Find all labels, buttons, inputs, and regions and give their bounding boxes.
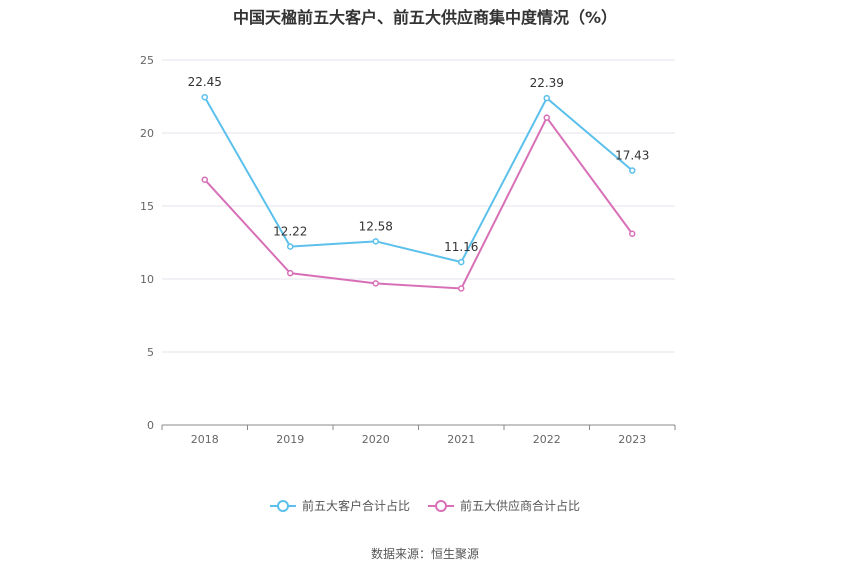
data-point — [458, 285, 465, 292]
series-line-1 — [203, 96, 633, 264]
x-tick-label: 2019 — [276, 433, 304, 446]
data-point — [629, 167, 636, 174]
data-point — [372, 280, 379, 287]
x-tick-label: 2023 — [618, 433, 646, 446]
series-layer — [201, 93, 636, 292]
legend-label: 前五大供应商合计占比 — [460, 499, 581, 513]
y-tick-label: 10 — [140, 273, 154, 286]
axes: 0 5 10 15 20 25 2018 2019 2020 2021 2022 2023 — [140, 54, 676, 446]
data-point — [201, 176, 208, 183]
data-point — [543, 114, 550, 121]
legend: 前五大客户合计占比 前五大供应商合计占比 — [0, 497, 850, 514]
legend-item-1[interactable]: 前五大客户合计占比 — [269, 497, 410, 514]
data-point — [287, 243, 294, 250]
x-tick-label: 2022 — [533, 433, 561, 446]
source-note: 数据来源：恒生聚源 — [370, 547, 479, 561]
legend-item-2[interactable]: 前五大供应商合计占比 — [428, 497, 580, 514]
data-label: 11.16 — [444, 240, 478, 254]
legend-label: 前五大客户合计占比 — [301, 499, 410, 513]
x-tick-label: 2021 — [447, 433, 475, 446]
y-tick-label: 0 — [147, 419, 154, 432]
x-tick-label: 2018 — [191, 433, 219, 446]
data-point — [372, 238, 379, 245]
y-tick-label: 20 — [140, 127, 154, 140]
legend-swatch — [269, 499, 296, 512]
data-label: 12.22 — [273, 225, 307, 239]
y-tick-label: 25 — [140, 54, 154, 67]
series-line-2 — [204, 115, 634, 290]
data-point — [629, 230, 636, 237]
data-label: 17.43 — [615, 149, 649, 163]
data-point — [543, 94, 550, 102]
chart-title: 中国天楹前五大客户、前五大供应商集中度情况（%） — [232, 8, 618, 27]
data-point — [287, 269, 294, 277]
x-tick-label: 2020 — [362, 433, 390, 446]
data-point — [201, 93, 208, 101]
legend-swatch — [428, 499, 454, 512]
data-labels: 22.45 12.22 12.58 11.16 22.39 17.43 — [188, 75, 650, 254]
y-tick-label: 5 — [147, 346, 154, 359]
data-point — [458, 258, 465, 266]
grid-lines — [162, 59, 675, 353]
data-label: 22.45 — [188, 75, 222, 89]
data-label: 12.58 — [359, 219, 393, 233]
data-label: 22.39 — [530, 76, 564, 90]
y-tick-label: 15 — [140, 200, 154, 213]
